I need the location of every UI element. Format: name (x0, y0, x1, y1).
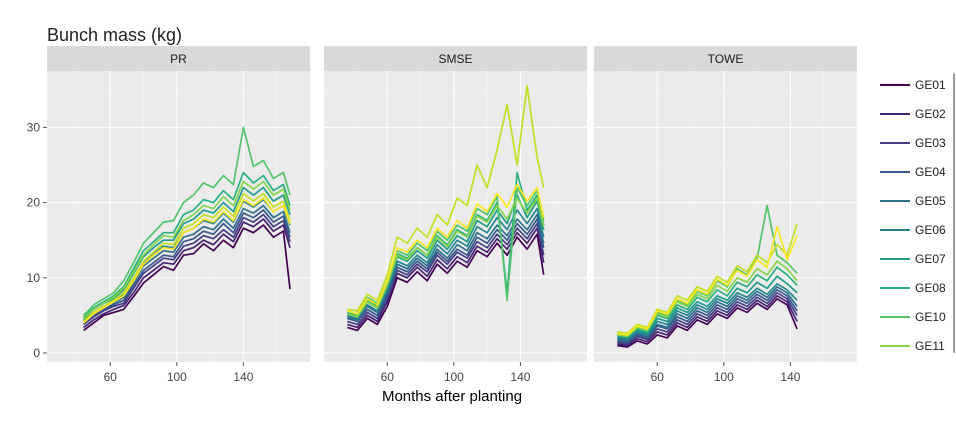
series-line (617, 275, 798, 339)
facet-smse: SMSE 60 100 140 (324, 46, 587, 384)
facet-strip (47, 46, 310, 71)
legend-item: GE03 (880, 136, 946, 150)
legend-item: GE07 (880, 252, 946, 266)
y-tick-label: 30 (27, 120, 41, 134)
series-line (83, 192, 291, 323)
legend-item: GE05 (880, 194, 946, 208)
y-tick-label: 20 (27, 196, 41, 210)
series-line (617, 297, 798, 348)
legend-item: GE08 (880, 281, 946, 295)
x-tick-label: 100 (444, 370, 464, 384)
legend-label: GE01 (915, 78, 946, 92)
series-line (83, 209, 291, 324)
legend-scrollbar[interactable] (953, 73, 955, 353)
facet-strip-label: PR (170, 52, 187, 66)
series-line (617, 288, 798, 344)
plot-background (594, 71, 857, 362)
legend-label: GE08 (915, 281, 946, 295)
legend-item: GE06 (880, 223, 946, 237)
series-line (617, 260, 798, 338)
series-line (83, 186, 291, 320)
series-line (347, 197, 545, 318)
x-tick-label: 60 (651, 370, 665, 384)
facet-strip (594, 46, 857, 71)
legend-label: GE11 (915, 339, 945, 353)
legend-label: GE06 (915, 223, 946, 237)
facet-pr: PR 60 100 140 0 10 20 30 (27, 46, 310, 384)
series-line (347, 85, 545, 312)
x-tick-label: 140 (510, 370, 530, 384)
series-line (617, 291, 798, 345)
legend-label: GE03 (915, 136, 946, 150)
series-line (83, 204, 291, 323)
legend-item: GE01 (880, 78, 946, 92)
x-tick-label: 60 (381, 370, 395, 384)
series-line (347, 233, 545, 332)
facet-strip-label: SMSE (438, 52, 472, 66)
x-tick-label: 100 (167, 370, 187, 384)
legend-label: GE02 (915, 107, 946, 121)
legend: GE01 GE02 GE03 GE04 GE05 GE06 GE07 GE08 GE10 GE11 (880, 73, 955, 353)
plot-background (324, 71, 587, 362)
series-line (617, 282, 798, 341)
legend-label: GE04 (915, 165, 946, 179)
legend-label: GE07 (915, 252, 946, 266)
x-axis-title: Months after planting (382, 388, 522, 405)
legend-item: GE02 (880, 107, 946, 121)
facet-panels: PR 60 100 140 0 10 20 30 SMSE 60 100 140 TOWE 60 100 14… (27, 46, 857, 384)
series-line (83, 218, 291, 329)
series-line (83, 213, 291, 326)
legend-item: GE11 (880, 339, 945, 353)
series-line (83, 180, 291, 320)
series-line (617, 266, 798, 338)
facet-towe: TOWE 60 100 140 (594, 46, 857, 384)
x-tick-label: 140 (780, 370, 800, 384)
y-tick-label: 0 (33, 346, 40, 360)
chart-title: Bunch mass (kg) (47, 25, 182, 45)
series-line (82, 126, 291, 316)
x-tick-label: 100 (714, 370, 734, 384)
series-line (83, 224, 291, 332)
legend-item: GE04 (880, 165, 946, 179)
legend-item: GE10 (880, 310, 946, 324)
facet-strip (324, 46, 587, 71)
series-line (347, 183, 545, 315)
series-line (617, 285, 798, 342)
legend-label: GE05 (915, 194, 946, 208)
series-line (347, 227, 545, 329)
series-line (617, 294, 798, 347)
series-line (617, 225, 798, 336)
series-line (83, 197, 291, 324)
facet-strip-label: TOWE (708, 52, 744, 66)
y-tick-label: 10 (27, 271, 41, 285)
x-tick-label: 140 (233, 370, 253, 384)
legend-label: GE10 (915, 310, 946, 324)
series-line (83, 171, 291, 318)
x-tick-label: 60 (104, 370, 118, 384)
